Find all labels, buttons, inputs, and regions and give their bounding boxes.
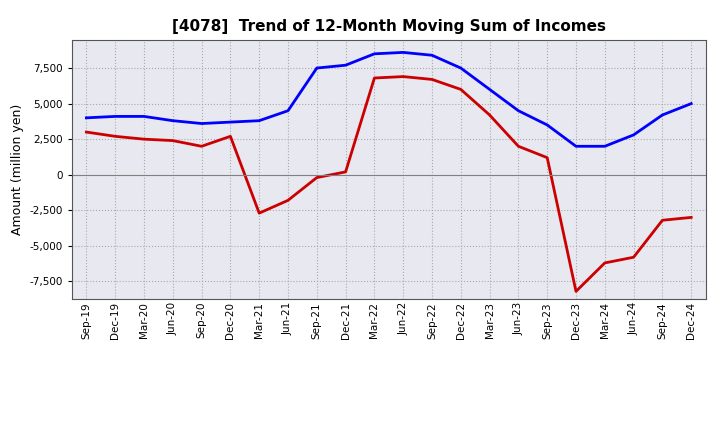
Net Income [312, 175, 321, 180]
Ordinary Income [572, 143, 580, 149]
Ordinary Income [399, 50, 408, 55]
Net Income [197, 143, 206, 149]
Ordinary Income [284, 108, 292, 114]
Net Income [111, 134, 120, 139]
Net Income [514, 143, 523, 149]
Ordinary Income [111, 114, 120, 119]
Ordinary Income [370, 51, 379, 56]
Net Income [658, 218, 667, 223]
Net Income [629, 255, 638, 260]
Net Income [284, 198, 292, 203]
Net Income [226, 134, 235, 139]
Net Income [485, 112, 494, 117]
Ordinary Income [600, 143, 609, 149]
Net Income [255, 210, 264, 216]
Ordinary Income [82, 115, 91, 121]
Ordinary Income [485, 87, 494, 92]
Ordinary Income [629, 132, 638, 138]
Net Income [456, 87, 465, 92]
Ordinary Income [514, 108, 523, 114]
Net Income [370, 75, 379, 81]
Net Income [82, 129, 91, 135]
Line: Ordinary Income: Ordinary Income [86, 52, 691, 146]
Ordinary Income [226, 120, 235, 125]
Net Income [428, 77, 436, 82]
Ordinary Income [687, 101, 696, 106]
Ordinary Income [658, 112, 667, 117]
Net Income [341, 169, 350, 175]
Line: Net Income: Net Income [86, 77, 691, 291]
Ordinary Income [428, 53, 436, 58]
Ordinary Income [140, 114, 148, 119]
Net Income [600, 260, 609, 266]
Ordinary Income [341, 62, 350, 68]
Net Income [543, 155, 552, 160]
Ordinary Income [543, 122, 552, 128]
Net Income [399, 74, 408, 79]
Ordinary Income [456, 66, 465, 71]
Net Income [687, 215, 696, 220]
Net Income [140, 136, 148, 142]
Y-axis label: Amount (million yen): Amount (million yen) [11, 104, 24, 235]
Net Income [168, 138, 177, 143]
Ordinary Income [255, 118, 264, 123]
Title: [4078]  Trend of 12-Month Moving Sum of Incomes: [4078] Trend of 12-Month Moving Sum of I… [172, 19, 606, 34]
Net Income [572, 289, 580, 294]
Ordinary Income [168, 118, 177, 123]
Ordinary Income [312, 66, 321, 71]
Ordinary Income [197, 121, 206, 126]
